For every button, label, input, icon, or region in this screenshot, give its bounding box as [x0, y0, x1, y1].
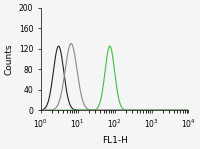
X-axis label: FL1-H: FL1-H	[102, 136, 128, 145]
Y-axis label: Counts: Counts	[4, 43, 13, 75]
